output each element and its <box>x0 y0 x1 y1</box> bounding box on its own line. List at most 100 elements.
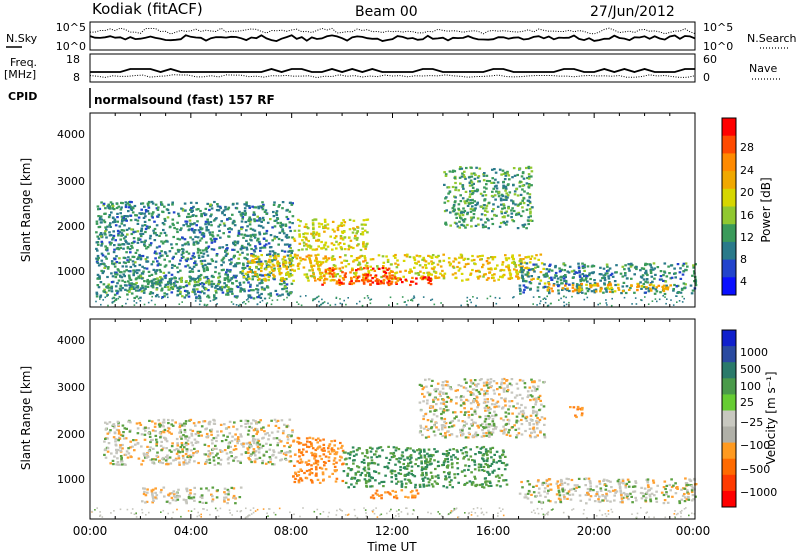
velocity-cell-5-24 <box>514 397 517 399</box>
power-cell-4-52 <box>382 267 385 269</box>
power-cell-4-93 <box>332 276 335 278</box>
velocity-cell-2-10 <box>316 441 319 443</box>
power-cell-0-608 <box>195 215 198 217</box>
velocity-cell-0-538 <box>248 430 251 432</box>
power-cell-6-320 <box>455 187 458 189</box>
velocity-cell-0-104 <box>144 430 147 432</box>
power-cell-2-550 <box>320 277 323 279</box>
power-cell-1-49 <box>142 287 145 289</box>
velocity-cell-3-87 <box>390 452 393 454</box>
power-speckle-22 <box>312 298 314 300</box>
power-cell-0-663 <box>182 252 185 254</box>
velocity-cell-0-416 <box>118 433 121 435</box>
power-cell-0-1095 <box>190 223 193 225</box>
power-cell-0-319 <box>121 287 124 289</box>
power-cell-0-712 <box>117 290 120 292</box>
power-cell-7-63 <box>630 278 633 280</box>
velocity-cell-0-166 <box>110 452 113 454</box>
power-cell-0-1142 <box>262 205 265 207</box>
power-speckle-160 <box>656 301 658 303</box>
velocity-cell-0-547 <box>234 445 237 447</box>
power-cell-6-267 <box>461 176 464 178</box>
power-cell-7-336 <box>630 263 633 265</box>
velocity-cell-3-169 <box>398 460 401 462</box>
power-cell-0-1255 <box>171 274 174 276</box>
power-cell-6-306 <box>468 203 471 205</box>
power-cell-2-456 <box>409 256 412 258</box>
power-cell-2-239 <box>471 269 474 271</box>
power-cell-7-173 <box>624 264 627 266</box>
velocity-cell-5-25 <box>487 387 490 389</box>
power-cell-0-767 <box>253 218 256 220</box>
velocity-cell-3-425 <box>486 464 489 466</box>
velocity-cell-0-38 <box>206 433 209 435</box>
power-cell-0-335 <box>245 247 248 249</box>
power-cell-2-0 <box>531 255 534 257</box>
power-cell-2-265 <box>486 279 489 281</box>
power-cell-2-287 <box>540 271 543 273</box>
power-cell-7-263 <box>633 292 636 294</box>
velocity-cell-3-307 <box>466 451 469 453</box>
velocity-cell-3-456 <box>393 455 396 457</box>
power-cell-2-381 <box>509 278 512 280</box>
power-cell-2-207 <box>369 266 372 268</box>
velocity-cell-2-131 <box>325 468 328 470</box>
power-cell-2-418 <box>518 254 521 256</box>
power-cell-7-242 <box>599 267 602 269</box>
velocity-cell-1-74 <box>143 491 146 493</box>
power-cell-2-226 <box>311 269 314 271</box>
power-cell-0-484 <box>189 209 192 211</box>
velocity-cell-3-80 <box>391 472 394 474</box>
power-cell-5-2 <box>388 280 391 282</box>
power-cell-0-125 <box>176 231 179 233</box>
power-cell-0-921 <box>192 289 195 291</box>
power-cell-0-1338 <box>163 241 166 243</box>
power-cell-0-597 <box>137 237 140 239</box>
power-cell-3-82 <box>304 226 307 228</box>
power-cell-4-80 <box>353 276 356 278</box>
velocity-cell-0-258 <box>106 437 109 439</box>
velocity-cell-0-531 <box>108 442 111 444</box>
velocity-cell-5-74 <box>524 386 527 388</box>
power-cell-0-645 <box>116 213 119 215</box>
power-cell-0-654 <box>217 205 220 207</box>
power-cell-0-342 <box>189 236 192 238</box>
velocity-cell-3-444 <box>480 448 483 450</box>
power-cell-7-378 <box>670 264 673 266</box>
power-cell-6-50 <box>486 175 489 177</box>
power-cell-6-219 <box>480 219 483 221</box>
power-cell-7-243 <box>662 274 665 276</box>
velocity-cell-3-293 <box>402 463 405 465</box>
power-cell-2-482 <box>430 274 433 276</box>
power-cell-6-97 <box>498 195 501 197</box>
power-cell-7-334 <box>521 271 524 273</box>
power-cell-1-39 <box>239 284 242 286</box>
velocity-cell-3-98 <box>432 485 435 487</box>
power-cell-0-815 <box>254 237 257 239</box>
power-cell-2-373 <box>413 257 416 259</box>
power-cell-7-267 <box>525 274 528 276</box>
power-cell-1-0 <box>191 278 194 280</box>
velocity-cell-3-244 <box>395 449 398 451</box>
velocity-cell-4-21 <box>410 491 413 493</box>
power-cell-2-485 <box>293 270 296 272</box>
power-cell-2-158 <box>422 266 425 268</box>
power-cell-0-1257 <box>242 213 245 215</box>
power-cell-2-369 <box>449 263 452 265</box>
velocity-cell-3-145 <box>361 461 364 463</box>
power-cell-7-359 <box>537 266 540 268</box>
power-cell-7-237 <box>527 275 530 277</box>
velocity-cell-0-200 <box>209 462 212 464</box>
power-cell-0-566 <box>252 275 255 277</box>
power-cell-0-229 <box>153 269 156 271</box>
velocity-cell-0-465 <box>262 460 265 462</box>
velocity-cell-0-192 <box>268 434 271 436</box>
power-cell-0-338 <box>116 221 119 223</box>
velocity-cell-1-63 <box>176 496 179 498</box>
power-cell-4-65 <box>336 280 339 282</box>
power-cell-0-869 <box>157 209 160 211</box>
velocity-cell-0-428 <box>291 431 294 433</box>
power-cell-4-92 <box>338 268 341 270</box>
power-cell-2-347 <box>247 260 250 262</box>
power-cell-0-574 <box>281 239 284 241</box>
